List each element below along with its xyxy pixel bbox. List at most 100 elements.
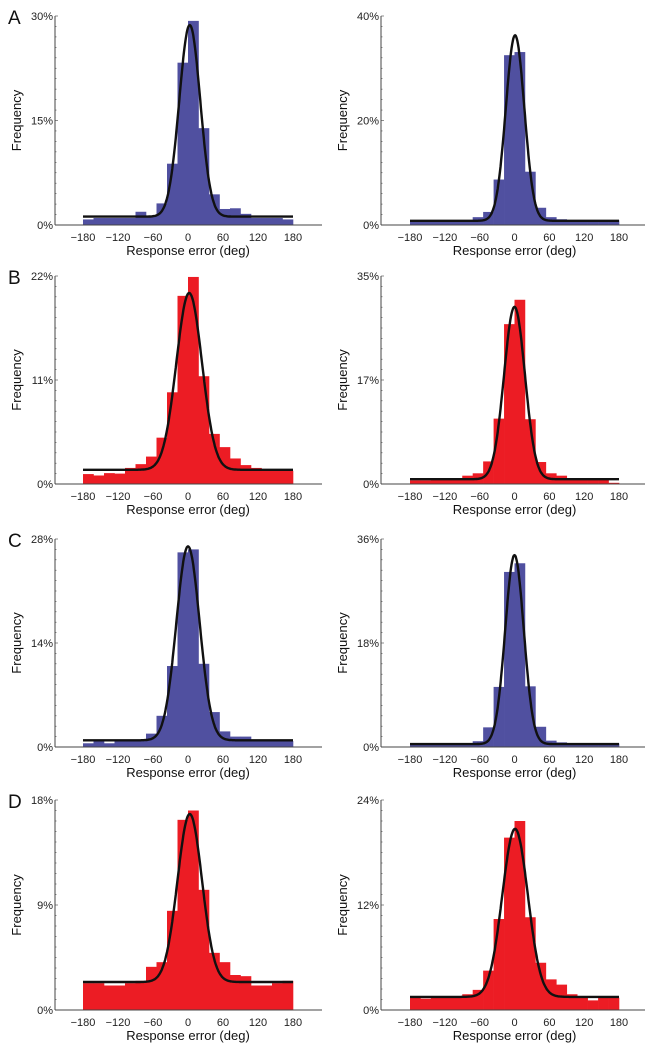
- x-tick-label: 120: [575, 491, 593, 503]
- histogram-bar: [198, 128, 210, 225]
- histogram-bar: [240, 465, 252, 484]
- histogram-bar: [598, 220, 609, 225]
- fit-curve: [410, 553, 619, 746]
- y-axis-label: Frequency: [335, 612, 350, 674]
- fit-curve: [83, 291, 293, 471]
- histogram-bar: [493, 179, 505, 225]
- histogram-bar: [441, 479, 453, 484]
- histogram-bar: [93, 475, 105, 484]
- x-tick-label: 120: [575, 232, 593, 244]
- histogram-bar: [209, 194, 220, 225]
- histogram-bar: [420, 220, 432, 225]
- x-tick-label: 60: [543, 1017, 555, 1029]
- histogram-bar: [524, 917, 536, 1010]
- x-tick-label: −60: [144, 754, 163, 766]
- histogram-bar: [177, 819, 189, 1010]
- histogram-bar: [230, 458, 241, 484]
- y-tick-label: 0%: [363, 1005, 379, 1017]
- x-tick-label: 60: [217, 232, 229, 244]
- histogram-bar: [83, 743, 94, 747]
- panel-letter: D: [8, 792, 22, 813]
- histogram-bar: [577, 996, 588, 1010]
- x-tick-label: −180: [398, 1017, 423, 1029]
- histogram-bar: [114, 218, 126, 225]
- histogram-bar: [240, 736, 252, 747]
- x-tick-label: 180: [610, 491, 628, 503]
- y-tick-label: 11%: [32, 375, 53, 387]
- histogram-bar: [83, 983, 94, 1010]
- histogram-bar: [451, 220, 463, 225]
- x-tick-label: −120: [106, 1017, 131, 1029]
- histogram-panel-d-left: 0% 9% 18% −180 −120 −60 0 60 120 180 Response erro…: [8, 792, 322, 1043]
- histogram-bar: [472, 989, 484, 1010]
- histogram-bar: [282, 219, 294, 225]
- histogram-bar: [272, 470, 283, 484]
- fit-curve: [410, 33, 619, 222]
- histogram-bar: [282, 980, 294, 1010]
- histogram-bar: [514, 563, 526, 747]
- histogram-panel-b-left: 0% 11% 22% −180 −120 −60 0 60 120 180 Response err…: [8, 268, 322, 517]
- histogram-bar: [167, 163, 178, 225]
- histogram-bar: [104, 473, 115, 484]
- histogram-bar: [514, 52, 526, 225]
- histogram-bar: [566, 479, 578, 484]
- histogram-bar: [167, 910, 178, 1010]
- histogram-bar: [483, 727, 494, 747]
- histogram-bar: [251, 467, 262, 484]
- histogram-bar: [135, 464, 147, 484]
- x-tick-label: −60: [470, 754, 489, 766]
- y-axis-label: Frequency: [9, 874, 24, 936]
- x-tick-label: 180: [610, 1017, 628, 1029]
- histogram-bar: [125, 467, 136, 484]
- histogram-bar: [272, 741, 283, 747]
- histogram-bar: [577, 479, 588, 484]
- histogram-bar: [125, 218, 136, 225]
- x-tick-label: 180: [284, 232, 302, 244]
- histogram-bar: [608, 482, 620, 484]
- x-tick-label: 60: [543, 491, 555, 503]
- histogram-bar: [598, 996, 609, 1010]
- x-axis-label: Response error (deg): [126, 502, 250, 517]
- fit-curve: [410, 827, 619, 999]
- histogram-bar: [535, 962, 547, 1010]
- histogram-bar: [451, 478, 463, 484]
- histogram-bar: [104, 218, 115, 225]
- y-tick-label: 24%: [357, 795, 379, 807]
- x-tick-label: −180: [71, 1017, 96, 1029]
- x-tick-label: 0: [511, 232, 517, 244]
- histogram-bar: [198, 889, 210, 1010]
- histogram-bar: [146, 456, 157, 484]
- histogram-bar: [251, 985, 262, 1010]
- histogram-bar: [451, 996, 463, 1010]
- histogram-bar: [493, 686, 505, 747]
- x-tick-label: 0: [185, 491, 191, 503]
- y-tick-label: 22%: [31, 271, 53, 283]
- x-axis-label: Response error (deg): [453, 502, 577, 517]
- histogram-bar: [608, 220, 620, 225]
- y-tick-label: 0%: [37, 1005, 53, 1017]
- histogram-bar: [430, 479, 442, 484]
- histogram-bar: [504, 837, 515, 1010]
- histogram-bar: [504, 571, 515, 747]
- histogram-panel-right: 0% 17% 35% −180 −120 −60 0 60 120 180 Response err…: [335, 271, 645, 517]
- histogram-bar: [114, 741, 126, 747]
- histogram-bar: [240, 213, 252, 225]
- x-tick-label: 0: [185, 1017, 191, 1029]
- fit-curve: [83, 23, 293, 218]
- histogram-bar: [219, 962, 231, 1010]
- x-tick-label: −60: [470, 1017, 489, 1029]
- histogram-bar: [251, 218, 262, 225]
- y-tick-label: 0%: [363, 220, 379, 232]
- histogram-bar: [524, 171, 536, 225]
- histogram-bar: [125, 983, 136, 1010]
- x-tick-label: −180: [71, 232, 96, 244]
- x-tick-label: 180: [284, 754, 302, 766]
- x-tick-label: 60: [217, 754, 229, 766]
- x-tick-label: 0: [185, 232, 191, 244]
- panel-letter: C: [8, 531, 22, 552]
- histogram-bar: [410, 480, 421, 484]
- histogram-bar: [261, 985, 273, 1010]
- histogram-bar: [198, 376, 210, 484]
- histogram-bar: [177, 295, 189, 484]
